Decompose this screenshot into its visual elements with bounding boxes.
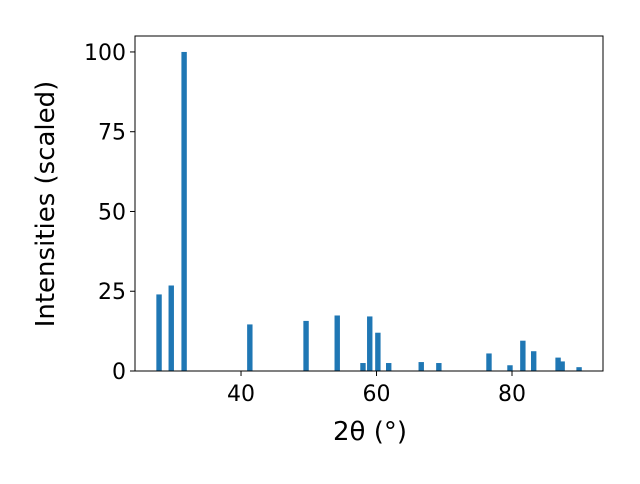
- bar: [520, 340, 526, 371]
- y-tick-label: 100: [84, 41, 126, 66]
- bar: [247, 324, 253, 371]
- x-tick-label: 60: [363, 382, 391, 407]
- y-tick-label: 75: [98, 121, 126, 146]
- bar: [530, 351, 537, 371]
- bar: [559, 361, 565, 371]
- y-axis-label: Intensities (scaled): [31, 81, 61, 328]
- y-tick-label: 50: [98, 200, 126, 225]
- x-axis-label: 2θ (°): [333, 417, 407, 447]
- bar: [156, 294, 162, 371]
- x-tick-label: 40: [227, 382, 255, 407]
- bar: [360, 363, 366, 371]
- bar: [507, 365, 513, 371]
- bar: [334, 315, 340, 371]
- bar: [486, 353, 492, 371]
- bar: [576, 367, 582, 371]
- y-tick-label: 25: [98, 280, 126, 305]
- bar: [555, 357, 561, 371]
- bar: [386, 363, 392, 371]
- y-tick-label: 0: [112, 360, 126, 385]
- bar: [375, 332, 381, 371]
- bar: [168, 285, 174, 371]
- bar: [418, 362, 424, 371]
- bar: [436, 363, 442, 371]
- bar: [367, 316, 373, 371]
- plot-frame: [134, 35, 604, 372]
- x-tick-label: 80: [498, 382, 526, 407]
- bar: [181, 51, 187, 371]
- bar: [303, 320, 309, 371]
